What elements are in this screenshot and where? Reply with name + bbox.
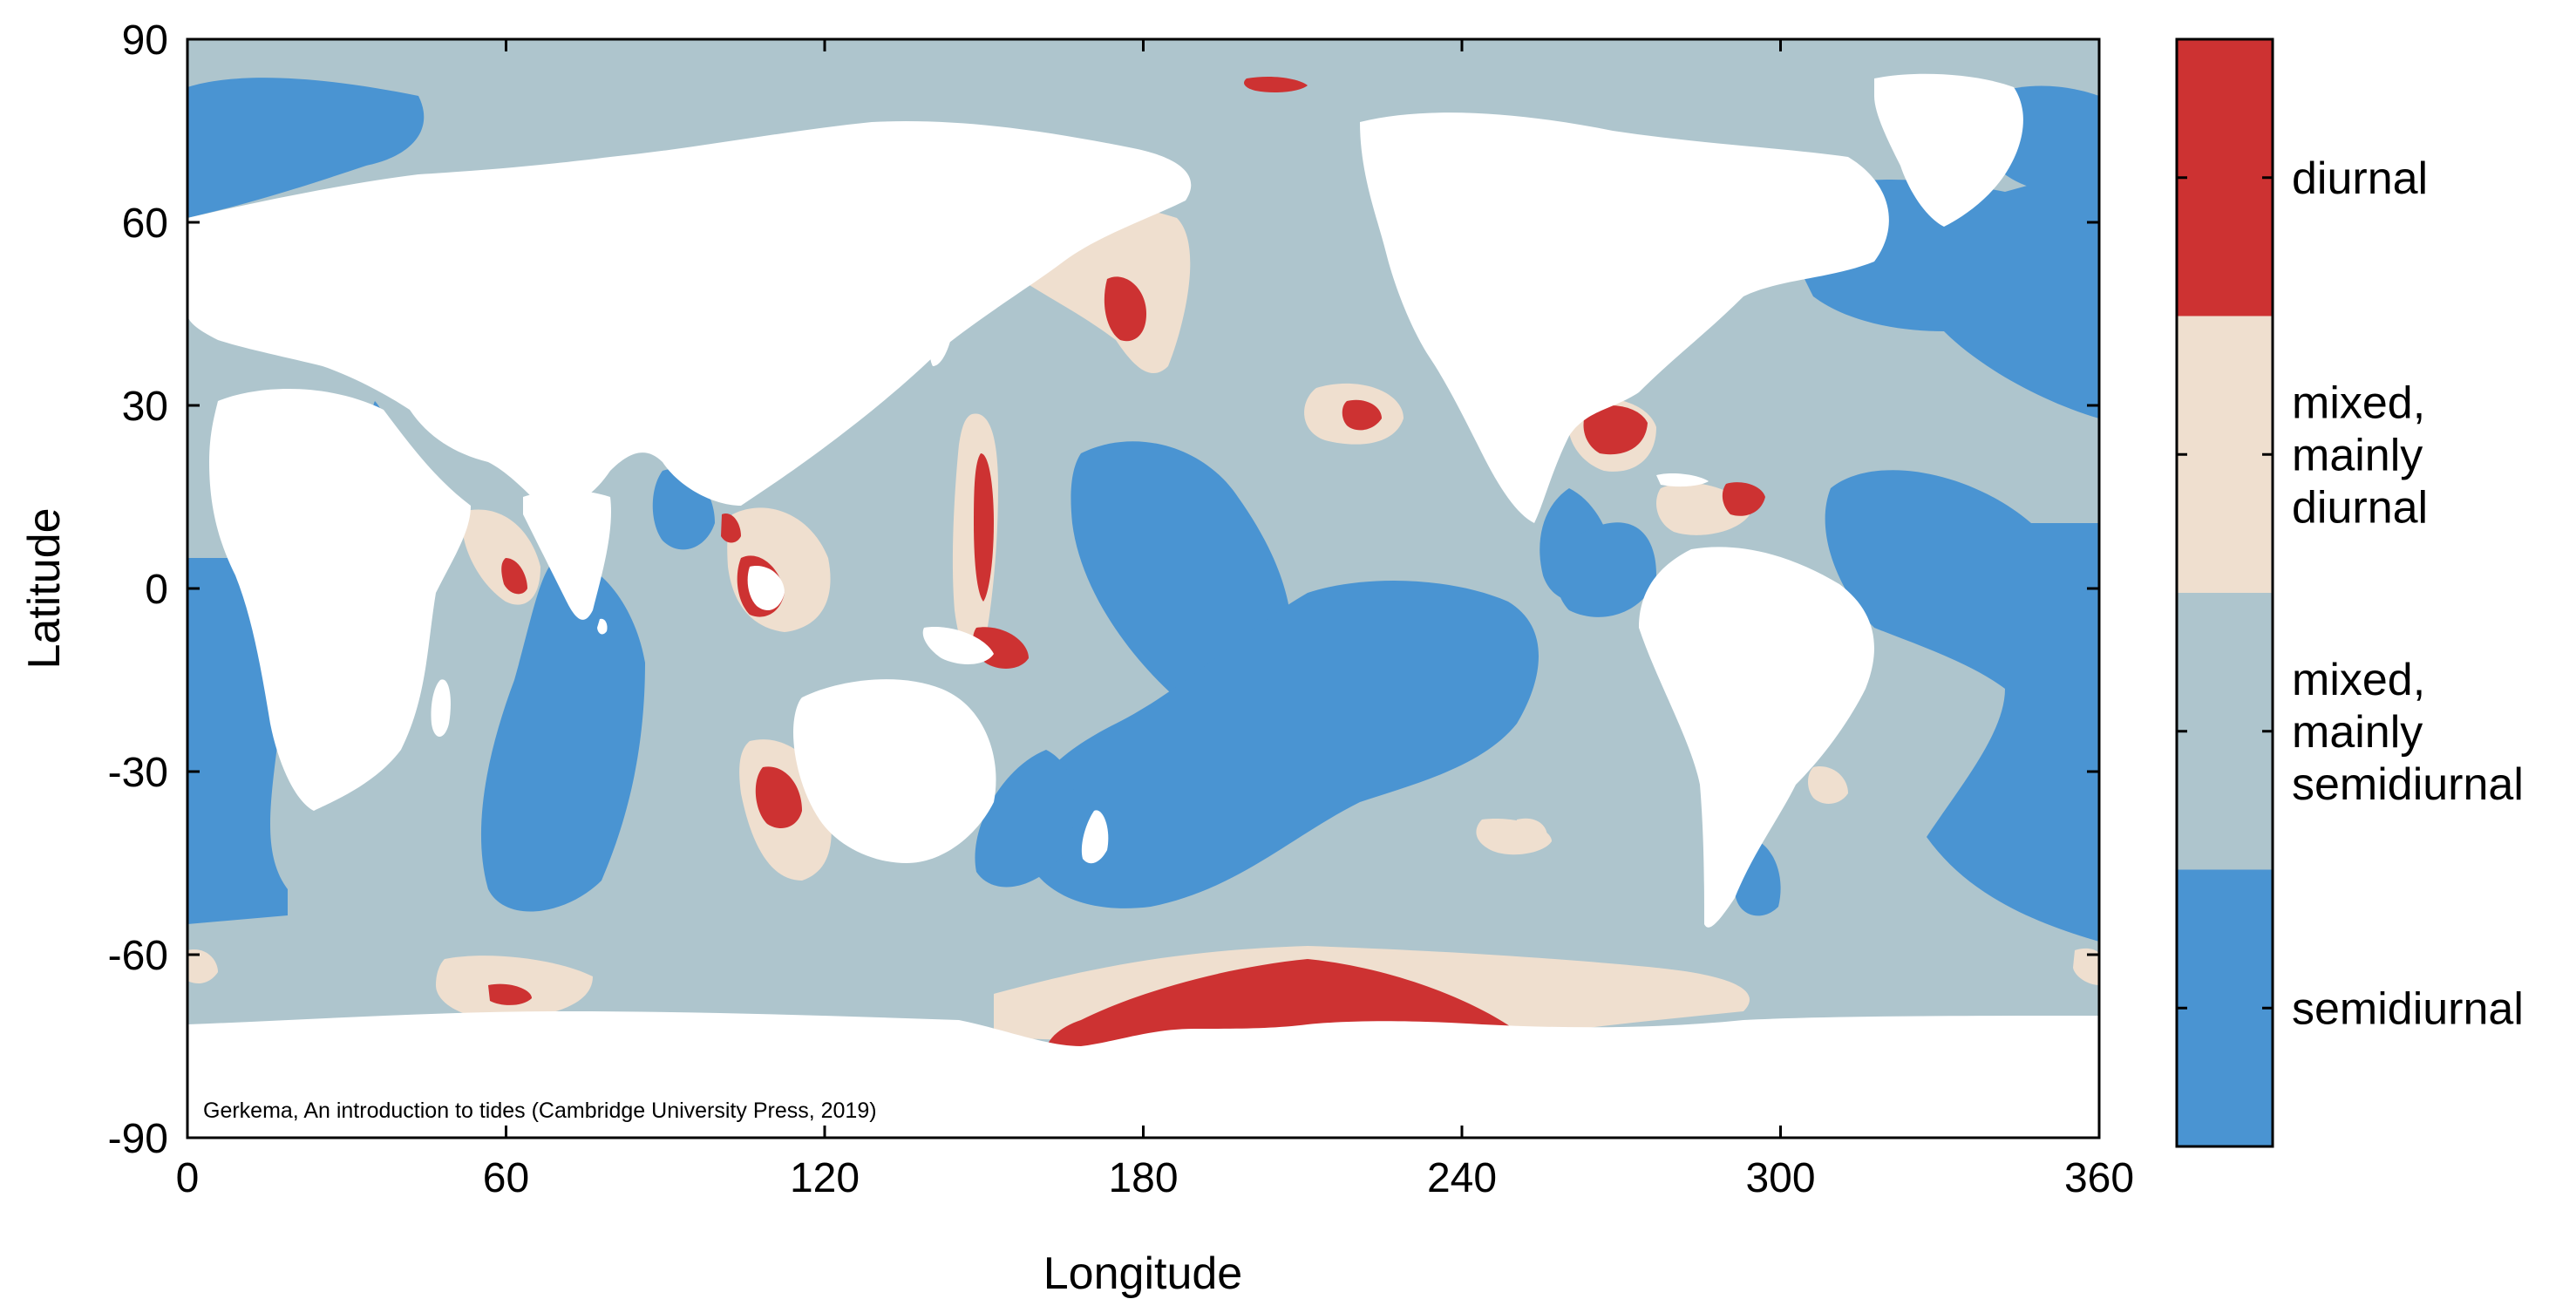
x-tick-label: 360 <box>2064 1155 2134 1201</box>
land-greenland <box>1874 73 2023 227</box>
land-north-america <box>1360 112 1889 523</box>
land-cuba <box>1656 473 1709 487</box>
legend-swatch-mixed-mainly-diurnal <box>2177 316 2273 593</box>
semidiurnal-indian-ocean <box>480 558 645 912</box>
md-south-east-atlantic-edge <box>187 949 218 983</box>
map-plot-area <box>187 39 2099 1138</box>
semidiurnal-arctic-west <box>187 78 425 218</box>
diurnal-arctic-1 <box>1244 76 1308 92</box>
y-tick-label: -30 <box>108 750 168 796</box>
y-tick-label: 60 <box>122 201 168 247</box>
land-new-zealand <box>1081 810 1109 864</box>
y-tick-label: -90 <box>108 1116 168 1162</box>
legend-label-mixed-mainly-semidiurnal: mixed, mainly semidiurnal <box>2292 655 2524 810</box>
source-credit: Gerkema, An introduction to tides (Cambr… <box>203 1099 877 1123</box>
x-tick-label: 240 <box>1427 1155 1497 1201</box>
legend-swatch-diurnal <box>2177 39 2273 316</box>
legend-label-mixed-mainly-diurnal: mixed, mainly diurnal <box>2292 378 2428 533</box>
land-sri-lanka <box>597 618 608 635</box>
land-madagascar <box>431 679 451 737</box>
semidiurnal-tasman <box>975 750 1076 888</box>
land-masses <box>187 73 2099 1138</box>
diurnal-indian-south <box>488 983 532 1005</box>
diurnal-gulf-thailand <box>721 514 741 543</box>
md-atlantic-east-edge <box>2073 948 2099 985</box>
x-tick-label: 180 <box>1108 1155 1178 1201</box>
diurnal-caribbean <box>1722 482 1765 516</box>
y-tick-label: 90 <box>122 17 168 64</box>
land-new-guinea <box>922 627 994 664</box>
x-axis-title: Longitude <box>1043 1248 1242 1299</box>
semidiurnal-atlantic-south <box>1825 470 2099 942</box>
md-south-atlantic-2 <box>1515 818 1547 844</box>
x-axis-ticks: 0 60 120 180 240 300 360 <box>176 39 2134 1201</box>
diurnal-west-australia <box>755 766 802 828</box>
land-eurasia <box>187 121 1192 508</box>
tide-type-legend: diurnal mixed, mainly diurnal mixed, mainly se… <box>2175 37 2524 1148</box>
legend-frame <box>2175 37 2274 1148</box>
x-tick-label: 60 <box>483 1155 529 1201</box>
land-british-isles <box>194 260 211 287</box>
land-japan <box>929 287 956 366</box>
y-tick-label: 0 <box>145 567 168 613</box>
diurnal-okhotsk <box>1104 276 1146 342</box>
y-axis-title: Latitude <box>19 507 70 669</box>
md-south-atlantic <box>1808 766 1848 804</box>
legend-label-semidiurnal: semidiurnal <box>2292 983 2524 1034</box>
land-africa <box>209 389 471 811</box>
x-tick-label: 120 <box>790 1155 860 1201</box>
land-australia <box>793 679 996 863</box>
legend-swatch-mixed-mainly-semidiurnal <box>2177 593 2273 870</box>
x-tick-label: 0 <box>176 1155 200 1201</box>
land-indian-subcontinent <box>523 490 611 620</box>
semidiurnal-caribbean-pacific <box>1556 522 1656 617</box>
land-indonesia-borneo <box>747 566 785 610</box>
diurnal-arabian <box>501 558 527 595</box>
x-tick-label: 300 <box>1745 1155 1815 1201</box>
diurnal-philippine-trench <box>974 453 994 602</box>
legend-label-diurnal: diurnal <box>2292 153 2428 204</box>
legend-swatch-semidiurnal <box>2177 869 2273 1146</box>
y-tick-label: 30 <box>122 384 168 430</box>
diurnal-gulf-mexico <box>1583 405 1648 455</box>
land-antarctica <box>187 1011 2099 1138</box>
semidiurnal-south-pacific <box>1020 581 1539 908</box>
y-tick-label: -60 <box>108 933 168 979</box>
land-south-america <box>1639 547 1874 928</box>
y-axis-ticks: 90 60 30 0 -30 -60 -90 <box>108 17 2099 1162</box>
diurnal-east-pacific <box>1342 399 1382 431</box>
